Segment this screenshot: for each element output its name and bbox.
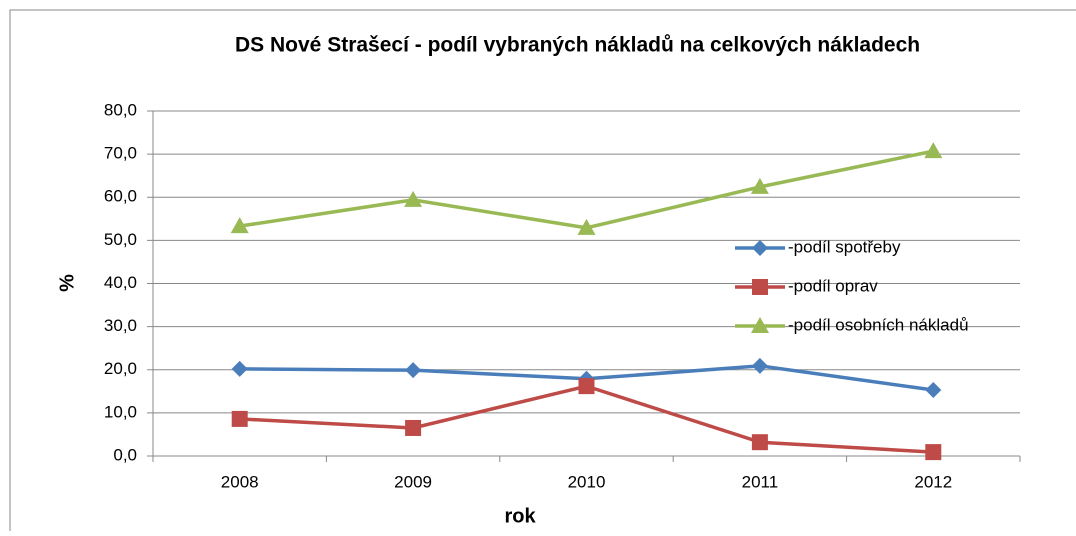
y-tick-label: 40,0 [104,273,137,292]
x-tick-label: 2008 [221,472,259,491]
marker-diamond [925,382,942,399]
x-tick-label: 2010 [568,472,606,491]
marker-triangle [230,217,249,234]
marker-diamond [405,362,422,379]
y-tick-label: 10,0 [104,402,137,421]
marker-square [231,410,248,427]
y-tick-label: 60,0 [104,187,137,206]
x-tick-label: 2009 [394,472,432,491]
x-tick-label: 2011 [742,472,779,491]
chart-frame [9,9,1076,536]
marker-square [751,434,768,451]
y-tick-label: 50,0 [104,230,137,249]
marker-triangle [751,317,769,333]
y-axis-title: % [56,274,78,292]
y-tick-label: 0,0 [113,445,137,464]
legend-label: -podíl osobních nákladů [788,315,969,334]
y-tick-label: 80,0 [104,100,137,119]
chart-title: DS Nové Strašecí - podíl vybraných nákla… [235,34,920,57]
marker-triangle [577,218,596,235]
marker-diamond [751,357,768,374]
marker-triangle [404,190,423,207]
marker-triangle [924,142,943,159]
y-tick-label: 70,0 [104,144,137,163]
marker-square [752,279,768,295]
marker-triangle [750,177,769,194]
x-axis-title: rok [504,505,536,527]
y-tick-label: 30,0 [104,316,137,335]
marker-square [405,419,422,436]
marker-diamond [231,360,248,377]
x-tick-label: 2012 [914,472,952,491]
marker-square [925,444,942,461]
legend-label: -podíl spotřeby [788,237,901,256]
y-tick-label: 20,0 [104,359,137,378]
marker-square [578,378,595,395]
legend-label: -podíl oprav [788,276,878,295]
marker-diamond [752,240,768,256]
